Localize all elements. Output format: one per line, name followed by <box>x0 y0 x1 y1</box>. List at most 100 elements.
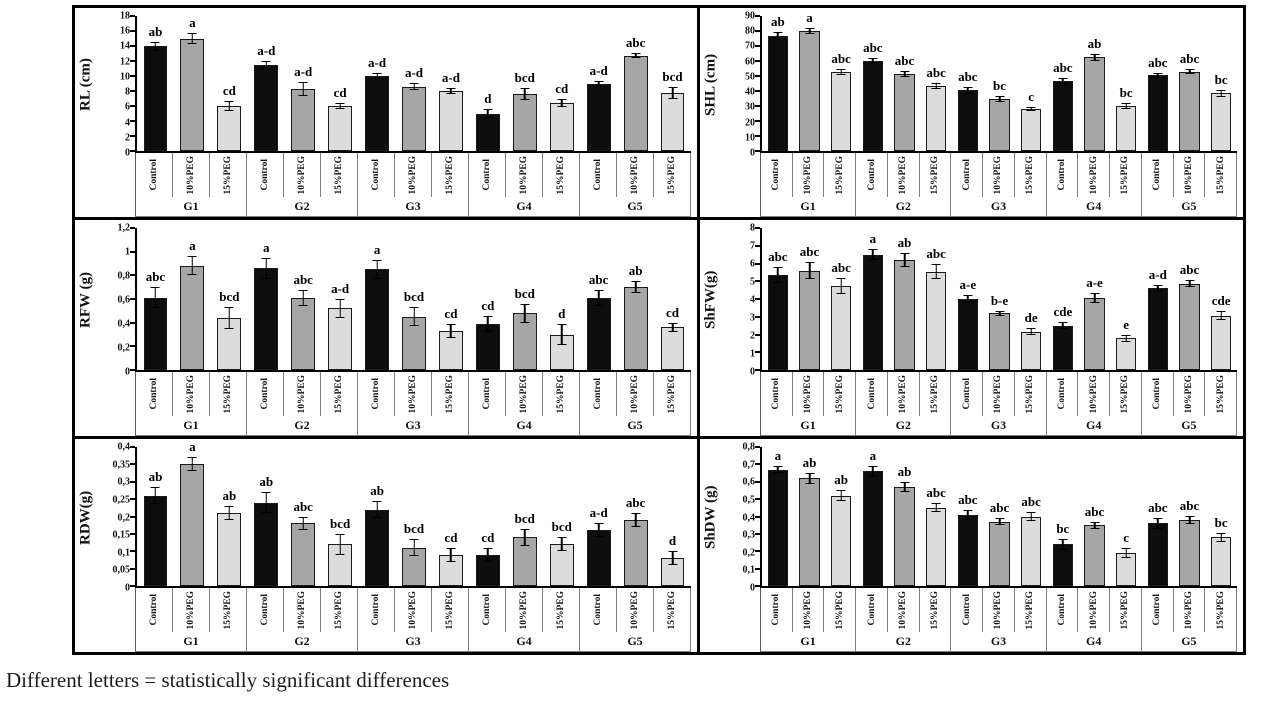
treatment-label-cell: 10%PEG <box>793 588 825 633</box>
treatment-label: 10%PEG <box>297 590 307 630</box>
treatment-label-cell: 10%PEG <box>983 372 1015 417</box>
panel-root-dry-weight: RDW(g) 0,4 0,35 0,3 0,25 0,2 0,15 0,1 0,05 0 ab a… <box>75 439 697 652</box>
y-tick-mark <box>755 567 760 570</box>
significance-letter: ab <box>1087 35 1102 51</box>
bar-G2-Control <box>862 471 884 586</box>
bar-G2-10%PEG <box>291 523 316 586</box>
group-label: G4 <box>1047 197 1142 216</box>
significance-letter: de <box>1024 310 1038 326</box>
significance-letter: bcd <box>662 69 683 85</box>
bar-G2-Control <box>862 61 884 151</box>
treatment-label: 15%PEG <box>1025 590 1036 630</box>
bar-G3-15%PEG <box>439 91 463 151</box>
y-tick-label: 40 <box>745 86 755 98</box>
bar-G2-15%PEG <box>328 106 353 151</box>
error-bar <box>557 537 567 552</box>
error-bar <box>963 86 973 94</box>
treatment-label-cell: 15%PEG <box>210 153 247 198</box>
y-axis-title: RDW(g) <box>77 490 94 545</box>
error-bar <box>900 70 909 77</box>
error-bar <box>1026 512 1036 521</box>
treatment-label-cell: 15%PEG <box>920 372 952 417</box>
y-tick-label: 0,5 <box>742 494 756 506</box>
group-label: G4 <box>469 197 580 216</box>
treatment-label: 10%PEG <box>1183 590 1194 630</box>
error-bar <box>446 323 456 339</box>
treatment-label-cell: 15%PEG <box>321 372 358 417</box>
y-tick-label: 0,05 <box>112 564 131 576</box>
treatment-label-cell: 15%PEG <box>543 153 580 198</box>
y-tick-mark <box>755 59 760 62</box>
significance-letter: abc <box>799 243 820 259</box>
treatment-label-cell: Control <box>358 153 395 198</box>
bar-G5-10%PEG <box>1179 519 1200 586</box>
y-tick-mark <box>755 498 760 501</box>
treatment-label-cell: Control <box>856 372 888 417</box>
significance-letter: abc <box>1053 60 1073 76</box>
y-tick-label: 60 <box>745 56 755 68</box>
x-axis-labels: Control 10%PEG 15%PEG Control 10%PEG 15%PEG Co… <box>135 153 691 217</box>
significance-letter: ab <box>148 23 163 39</box>
treatment-label-row: Control 10%PEG 15%PEG Control 10%PEG 15%PEG Co… <box>136 372 691 417</box>
error-bar <box>931 263 941 280</box>
error-bar <box>1216 533 1226 542</box>
treatment-label-cell: 15%PEG <box>824 588 857 633</box>
treatment-label-cell: 15%PEG <box>321 153 358 198</box>
treatment-label-cell: 10%PEG <box>395 588 432 633</box>
treatment-label: 15%PEG <box>1120 155 1131 195</box>
y-tick-label: 1 <box>750 348 755 360</box>
significance-letter: abc <box>1148 500 1168 516</box>
treatment-label: 10%PEG <box>519 590 529 630</box>
error-bar <box>631 513 641 527</box>
group-label: G3 <box>358 632 469 651</box>
bar-G2-10%PEG <box>894 73 915 151</box>
treatment-label: 15%PEG <box>834 155 845 195</box>
bar-G1-Control <box>143 297 168 370</box>
treatment-label-cell: 15%PEG <box>824 153 857 198</box>
y-tick-label: 10 <box>120 71 130 83</box>
group-label: G1 <box>761 632 857 651</box>
treatment-label-cell: Control <box>761 372 793 417</box>
significance-letter: bc <box>1214 515 1228 531</box>
significance-letter: bcd <box>403 521 425 537</box>
significance-letter: ab <box>897 463 912 479</box>
significance-letter: bcd <box>514 510 535 526</box>
significance-letter: cd <box>333 85 347 100</box>
significance-letter: c <box>1028 88 1035 104</box>
treatment-label-cell: 10%PEG <box>284 588 321 633</box>
treatment-label-cell: 10%PEG <box>793 153 825 198</box>
y-tick-label: 0,35 <box>112 459 131 471</box>
treatment-label: 15%PEG <box>834 590 845 630</box>
significance-letter: a-d <box>368 55 387 71</box>
bar-G2-15%PEG <box>925 271 947 370</box>
y-tick-mark <box>755 134 760 137</box>
treatment-label: Control <box>771 378 782 410</box>
error-bar <box>668 551 678 566</box>
y-tick-label: 7 <box>750 240 755 252</box>
bar-G3-15%PEG <box>1020 331 1042 370</box>
y-tick-mark <box>130 567 135 570</box>
y-tick-mark <box>755 515 760 518</box>
treatment-label: 10%PEG <box>1183 155 1194 195</box>
group-label: G5 <box>1142 416 1237 435</box>
y-tick-label: 4 <box>125 117 130 129</box>
error-bar <box>1058 78 1068 85</box>
treatment-label-cell: 15%PEG <box>920 588 952 633</box>
error-bar <box>1185 280 1194 288</box>
error-bar <box>224 307 234 329</box>
y-axis: 0,4 0,35 0,3 0,25 0,2 0,15 0,1 0,05 0 <box>97 442 135 594</box>
y-tick-mark <box>130 134 135 137</box>
panel-shoot-dry-weight: ShDW (g) 0,8 0,7 0,6 0,5 0,4 0,3 0,2 0,1 0 a ab ab… <box>700 439 1243 652</box>
treatment-label: 15%PEG <box>1025 374 1036 414</box>
group-label-row: G1 G2 G3 G4 G5 <box>761 632 1237 651</box>
significance-letter: a <box>189 15 196 31</box>
significance-letter: bc <box>1119 85 1133 100</box>
significance-letter: abc <box>926 485 946 501</box>
treatment-label: 10%PEG <box>297 155 307 195</box>
y-tick-mark <box>130 585 135 587</box>
treatment-label-cell: Control <box>580 588 617 633</box>
treatment-label-cell: Control <box>761 588 793 633</box>
bar-G5-Control <box>586 530 611 586</box>
x-axis-labels: Control 10%PEG 15%PEG Control 10%PEG 15%PEG Co… <box>760 372 1237 436</box>
treatment-label-cell: Control <box>469 372 506 417</box>
